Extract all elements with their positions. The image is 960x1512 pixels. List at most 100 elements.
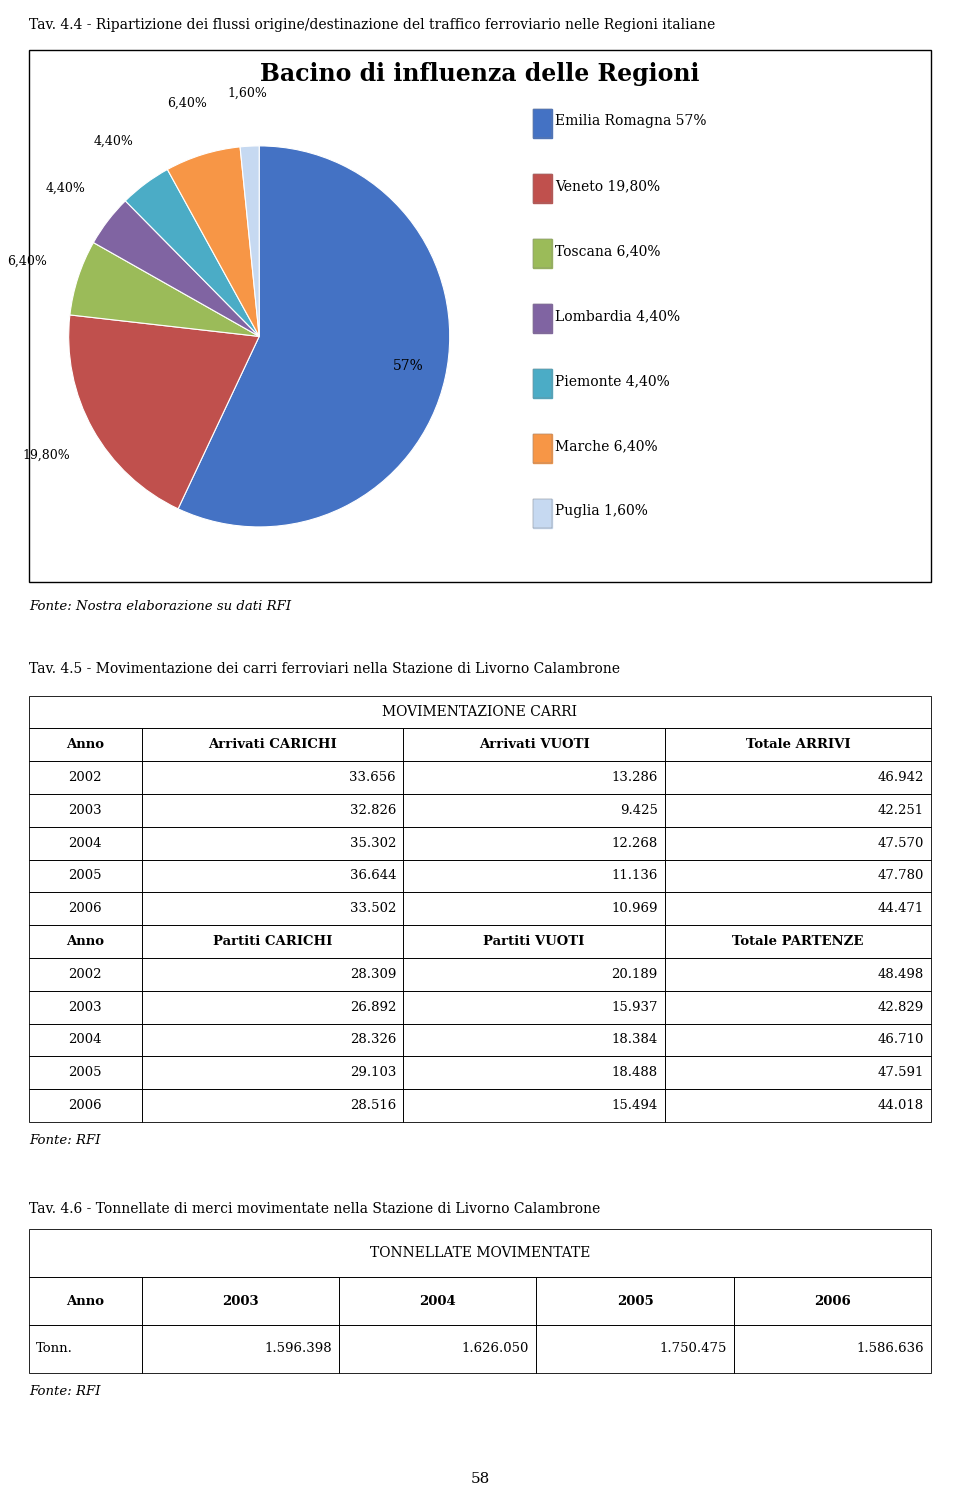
Text: 2006: 2006	[68, 1099, 102, 1111]
Bar	[29, 794, 142, 827]
Text: Emilia Romagna 57%: Emilia Romagna 57%	[555, 113, 707, 129]
Text: 2005: 2005	[68, 869, 102, 883]
Text: TONNELLATE MOVIMENTATE: TONNELLATE MOVIMENTATE	[370, 1246, 590, 1259]
Bar	[29, 1229, 931, 1278]
Text: Fonte: Nostra elaborazione su dati RFI: Fonte: Nostra elaborazione su dati RFI	[29, 600, 291, 614]
Bar	[665, 859, 931, 892]
Bar	[665, 827, 931, 859]
Bar	[29, 696, 931, 729]
Bar	[339, 1278, 537, 1325]
Bar	[29, 1057, 142, 1089]
Text: Partiti VUOTI: Partiti VUOTI	[484, 934, 585, 948]
Bar	[142, 729, 403, 761]
Text: 47.570: 47.570	[877, 836, 924, 850]
Bar	[142, 1057, 403, 1089]
Text: 1.586.636: 1.586.636	[856, 1343, 924, 1355]
Text: 32.826: 32.826	[349, 804, 396, 816]
Text: 35.302: 35.302	[349, 836, 396, 850]
Bar	[142, 990, 403, 1024]
Bar	[665, 892, 931, 925]
Bar	[665, 761, 931, 794]
Text: 44.018: 44.018	[877, 1099, 924, 1111]
Bar	[142, 1278, 339, 1325]
Text: Marche 6,40%: Marche 6,40%	[555, 438, 658, 454]
Bar	[665, 990, 931, 1024]
Wedge shape	[93, 201, 259, 337]
Text: Totale PARTENZE: Totale PARTENZE	[732, 934, 864, 948]
Text: 1.750.475: 1.750.475	[660, 1343, 727, 1355]
Wedge shape	[70, 242, 259, 337]
Text: Totale ARRIVI: Totale ARRIVI	[746, 738, 851, 751]
Text: 44.471: 44.471	[877, 903, 924, 915]
Text: Bacino di influenza delle Regioni: Bacino di influenza delle Regioni	[260, 62, 700, 86]
Text: Lombardia 4,40%: Lombardia 4,40%	[555, 308, 680, 324]
Bar	[142, 1325, 339, 1373]
Bar	[29, 827, 142, 859]
Text: Puglia 1,60%: Puglia 1,60%	[555, 503, 648, 519]
Text: 2002: 2002	[68, 968, 102, 981]
Text: 33.656: 33.656	[349, 771, 396, 785]
Text: 36.644: 36.644	[349, 869, 396, 883]
Text: 2003: 2003	[68, 804, 102, 816]
Bar	[403, 990, 665, 1024]
Bar	[142, 1089, 403, 1122]
Text: 15.937: 15.937	[612, 1001, 658, 1013]
Bar	[142, 761, 403, 794]
Bar	[403, 827, 665, 859]
Bar	[403, 959, 665, 990]
Text: 46.710: 46.710	[877, 1033, 924, 1046]
Text: 42.251: 42.251	[877, 804, 924, 816]
Text: Toscana 6,40%: Toscana 6,40%	[555, 243, 660, 259]
Text: 48.498: 48.498	[877, 968, 924, 981]
Text: Anno: Anno	[66, 1294, 105, 1308]
Text: 15.494: 15.494	[612, 1099, 658, 1111]
Text: 1.626.050: 1.626.050	[462, 1343, 529, 1355]
Bar	[29, 925, 142, 959]
Bar	[403, 1057, 665, 1089]
Bar	[142, 794, 403, 827]
Text: 33.502: 33.502	[349, 903, 396, 915]
Text: Tav. 4.4 - Ripartizione dei flussi origine/destinazione del traffico ferroviario: Tav. 4.4 - Ripartizione dei flussi origi…	[29, 18, 715, 32]
Bar	[142, 859, 403, 892]
Bar	[733, 1278, 931, 1325]
Bar	[29, 1325, 142, 1373]
Text: 2004: 2004	[68, 836, 102, 850]
Bar	[665, 729, 931, 761]
Wedge shape	[69, 314, 259, 510]
Bar	[403, 729, 665, 761]
Wedge shape	[179, 147, 449, 528]
Text: 58: 58	[470, 1471, 490, 1486]
Text: Fonte: RFI: Fonte: RFI	[29, 1385, 100, 1399]
Text: 28.309: 28.309	[349, 968, 396, 981]
Bar	[733, 1325, 931, 1373]
Bar	[142, 827, 403, 859]
Text: 9.425: 9.425	[620, 804, 658, 816]
Wedge shape	[240, 145, 259, 337]
Bar	[403, 892, 665, 925]
Bar	[537, 1325, 733, 1373]
Text: 1.596.398: 1.596.398	[264, 1343, 332, 1355]
Text: 26.892: 26.892	[349, 1001, 396, 1013]
Text: 2004: 2004	[68, 1033, 102, 1046]
Bar	[29, 859, 142, 892]
Wedge shape	[167, 147, 259, 337]
Bar	[29, 729, 142, 761]
Bar	[142, 1024, 403, 1057]
Text: 12.268: 12.268	[612, 836, 658, 850]
Bar	[29, 959, 142, 990]
Text: 4,40%: 4,40%	[46, 181, 85, 195]
Bar	[29, 1278, 142, 1325]
Text: Veneto 19,80%: Veneto 19,80%	[555, 178, 660, 194]
Text: 2004: 2004	[420, 1294, 456, 1308]
Text: Tav. 4.5 - Movimentazione dei carri ferroviari nella Stazione di Livorno Calambr: Tav. 4.5 - Movimentazione dei carri ferr…	[29, 662, 620, 676]
Bar	[403, 1089, 665, 1122]
Text: 46.942: 46.942	[877, 771, 924, 785]
Bar	[142, 892, 403, 925]
Text: Anno: Anno	[66, 934, 105, 948]
Bar	[665, 1024, 931, 1057]
Text: 28.326: 28.326	[349, 1033, 396, 1046]
Text: 10.969: 10.969	[612, 903, 658, 915]
Text: 2003: 2003	[68, 1001, 102, 1013]
Text: 57%: 57%	[393, 360, 423, 373]
Text: 47.591: 47.591	[877, 1066, 924, 1080]
